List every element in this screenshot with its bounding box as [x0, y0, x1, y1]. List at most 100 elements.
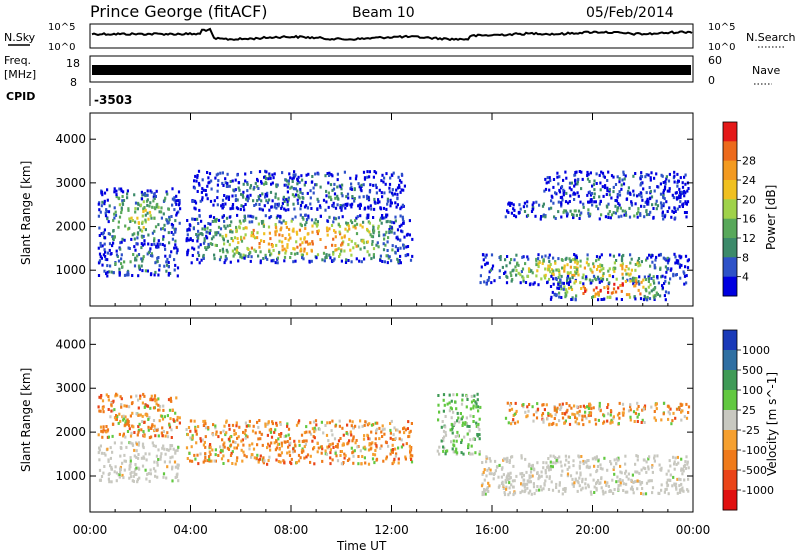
- power-cell: [164, 247, 167, 251]
- velocity-cell: [455, 439, 458, 443]
- velocity-cell: [475, 421, 478, 425]
- power-cell: [553, 293, 556, 297]
- velocity-cell: [115, 414, 118, 417]
- power-cell: [178, 199, 181, 202]
- power-cell: [346, 192, 350, 196]
- velocity-cell: [340, 450, 343, 453]
- velocity-cell: [286, 451, 289, 455]
- velocity-cell: [98, 395, 101, 399]
- velocity-cell: [630, 478, 633, 482]
- power-cell: [632, 282, 635, 286]
- power-cell: [255, 202, 258, 206]
- velocity-cell: [471, 452, 474, 456]
- velocity-cell: [162, 408, 165, 412]
- velocity-cell: [595, 470, 598, 474]
- power-cell: [106, 217, 109, 221]
- power-cell: [249, 250, 252, 254]
- velocity-cell: [121, 473, 124, 477]
- power-cell: [353, 199, 356, 203]
- velocity-cell: [359, 449, 362, 453]
- velocity-cell: [506, 401, 509, 405]
- power-cell: [608, 210, 611, 213]
- power-cell: [603, 286, 606, 290]
- power-cell: [350, 182, 353, 186]
- velocity-cell: [465, 422, 468, 425]
- velocity-cell: [468, 451, 471, 455]
- power-cell: [665, 200, 668, 204]
- power-cell: [281, 244, 284, 248]
- power-cell: [383, 191, 386, 195]
- power-cell: [303, 247, 306, 251]
- power-cell: [153, 229, 156, 233]
- velocity-cell: [313, 436, 316, 440]
- velocity-cell: [257, 425, 260, 429]
- velocity-cell: [136, 478, 139, 482]
- power-cell: [633, 284, 636, 288]
- power-cell: [619, 206, 622, 210]
- power-cell: [164, 254, 167, 258]
- power-cell: [359, 223, 362, 227]
- velocity-cell: [393, 426, 396, 430]
- power-cell: [118, 203, 121, 207]
- velocity-cell: [631, 473, 634, 477]
- velocity-cell: [572, 484, 575, 488]
- power-cell: [104, 214, 108, 218]
- velocity-cell: [375, 457, 379, 461]
- velocity-cell: [571, 477, 574, 481]
- power-cell: [672, 176, 675, 180]
- power-cell: [233, 252, 236, 256]
- power-cell: [505, 264, 508, 268]
- velocity-cell: [176, 448, 179, 452]
- power-cell: [243, 236, 246, 240]
- velocity-cell: [312, 447, 315, 451]
- power-cell: [374, 183, 377, 187]
- power-cell: [664, 182, 667, 186]
- power-cell: [270, 182, 273, 186]
- power-cell: [274, 230, 277, 234]
- power-cell: [153, 193, 156, 196]
- velocity-cell: [338, 419, 341, 423]
- velocity-cell: [619, 481, 622, 485]
- power-cell: [560, 215, 563, 219]
- power-cell: [389, 176, 392, 180]
- power-cell: [338, 224, 342, 228]
- velocity-cell: [131, 479, 134, 483]
- velocity-cell: [146, 404, 149, 408]
- power-cell: [645, 209, 648, 213]
- power-cell: [108, 248, 111, 252]
- power-cell: [552, 269, 555, 273]
- velocity-colorbar-segment: [723, 450, 737, 471]
- power-cell: [378, 200, 381, 204]
- velocity-cell: [522, 478, 525, 482]
- power-cell: [265, 199, 268, 203]
- power-cell: [141, 243, 144, 247]
- velocity-cell: [564, 487, 567, 491]
- velocity-cell: [624, 469, 628, 473]
- power-cell: [663, 187, 666, 191]
- power-cell: [282, 195, 285, 199]
- velocity-cell: [231, 462, 234, 465]
- velocity-cell: [505, 485, 508, 489]
- velocity-cell: [117, 421, 120, 425]
- power-cell: [364, 206, 367, 210]
- velocity-cell: [171, 408, 174, 412]
- power-cell: [684, 200, 687, 204]
- velocity-cell: [680, 482, 683, 486]
- power-cell: [678, 205, 681, 209]
- power-cell: [648, 186, 651, 189]
- power-cell: [162, 237, 165, 241]
- power-cell: [648, 213, 651, 216]
- power-cell: [306, 206, 309, 210]
- power-cell: [199, 232, 202, 236]
- power-cell: [382, 248, 386, 252]
- power-cell: [347, 259, 350, 262]
- velocity-cell: [542, 461, 545, 465]
- power-cell: [647, 285, 650, 289]
- velocity-cell: [162, 444, 165, 448]
- power-cell: [342, 203, 345, 207]
- velocity-cell: [166, 414, 169, 418]
- velocity-cell: [599, 466, 602, 470]
- velocity-cell: [191, 436, 194, 440]
- power-cell: [296, 198, 299, 202]
- velocity-cell: [169, 447, 172, 451]
